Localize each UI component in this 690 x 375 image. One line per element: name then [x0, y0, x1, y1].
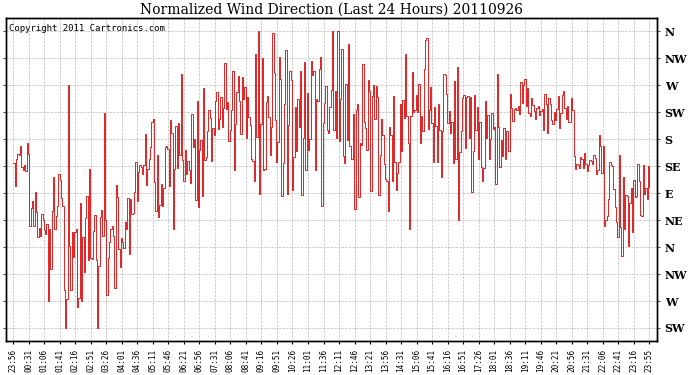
Text: Copyright 2011 Cartronics.com: Copyright 2011 Cartronics.com: [9, 24, 165, 33]
Title: Normalized Wind Direction (Last 24 Hours) 20110926: Normalized Wind Direction (Last 24 Hours…: [140, 3, 523, 17]
